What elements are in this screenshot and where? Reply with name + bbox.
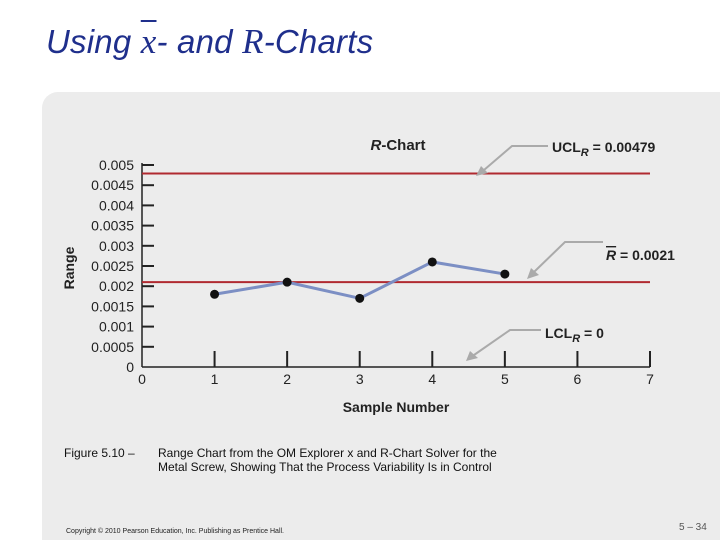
x-tick-label: 6	[574, 371, 582, 387]
center-arrow	[533, 241, 603, 273]
y-tick-label: 0.0035	[91, 218, 134, 234]
series	[210, 257, 510, 303]
title-prefix: Using	[46, 23, 141, 60]
center-line-label: R = 0.0021	[606, 247, 675, 263]
ucl-arrow-head	[476, 166, 488, 176]
y-tick-label: 0.0025	[91, 258, 134, 274]
y-tick-label: 0.0045	[91, 177, 134, 193]
y-ticks: 0.005 0.0045 0.004 0.0035 0.003 0.0025 0.002 0.…	[91, 157, 154, 375]
data-point	[355, 293, 365, 303]
caption-line-1: Range Chart from the OM Explorer x and R…	[158, 446, 497, 460]
y-tick-label: 0.004	[99, 197, 134, 213]
x-tick-label: 7	[646, 371, 654, 387]
lcl-arrow	[473, 329, 541, 356]
lcl-label: LCLR = 0	[545, 325, 604, 345]
x-tick-label: 4	[428, 371, 436, 387]
page-number: 5 – 34	[679, 522, 707, 533]
ucl-label: UCLR = 0.00479	[552, 139, 656, 159]
y-tick-label: 0.002	[99, 278, 134, 294]
x-tick-label: 5	[501, 371, 509, 387]
chart-panel-background	[42, 92, 720, 540]
y-tick-label: 0	[126, 359, 134, 375]
title-suffix: -Charts	[263, 23, 374, 60]
control-lines	[142, 172, 650, 284]
data-point	[210, 289, 220, 299]
series-line	[214, 260, 506, 300]
x-ticks: 0 1 2 3 4 5 6 7	[138, 351, 654, 387]
figure-caption: Figure 5.10 – Range Chart from the OM Exp…	[64, 446, 624, 474]
y-tick-label: 0.005	[99, 157, 134, 173]
slide-title: Using x- and R-Charts	[46, 22, 373, 62]
data-point	[427, 257, 437, 267]
title-r: R	[242, 22, 264, 61]
y-tick-label: 0.001	[99, 319, 134, 335]
caption-line-2: Metal Screw, Showing That the Process Va…	[158, 460, 492, 474]
y-axis-label: Range	[61, 246, 77, 289]
ucl-arrow	[483, 145, 548, 171]
y-tick-label: 0.003	[99, 238, 134, 254]
title-mid: - and	[156, 23, 243, 60]
chart-title: R-Chart	[370, 137, 425, 154]
center-arrow-head	[527, 268, 539, 279]
copyright-notice: Copyright © 2010 Pearson Education, Inc.…	[66, 528, 285, 535]
control-line-annotations: UCLR = 0.00479 R = 0.0021 LCLR = 0	[466, 139, 675, 361]
lcl-arrow-head	[466, 351, 478, 361]
x-tick-label: 3	[356, 371, 364, 387]
x-tick-label: 2	[283, 371, 291, 387]
x-axis-label: Sample Number	[343, 399, 450, 415]
data-point	[282, 277, 292, 287]
x-tick-label: 0	[138, 371, 146, 387]
title-x-bar: x	[140, 22, 157, 61]
data-point	[500, 269, 510, 279]
x-tick-label: 1	[211, 371, 219, 387]
y-tick-label: 0.0015	[91, 298, 134, 314]
caption-figure-number: Figure 5.10 –	[64, 446, 135, 460]
y-tick-label: 0.0005	[91, 339, 134, 355]
